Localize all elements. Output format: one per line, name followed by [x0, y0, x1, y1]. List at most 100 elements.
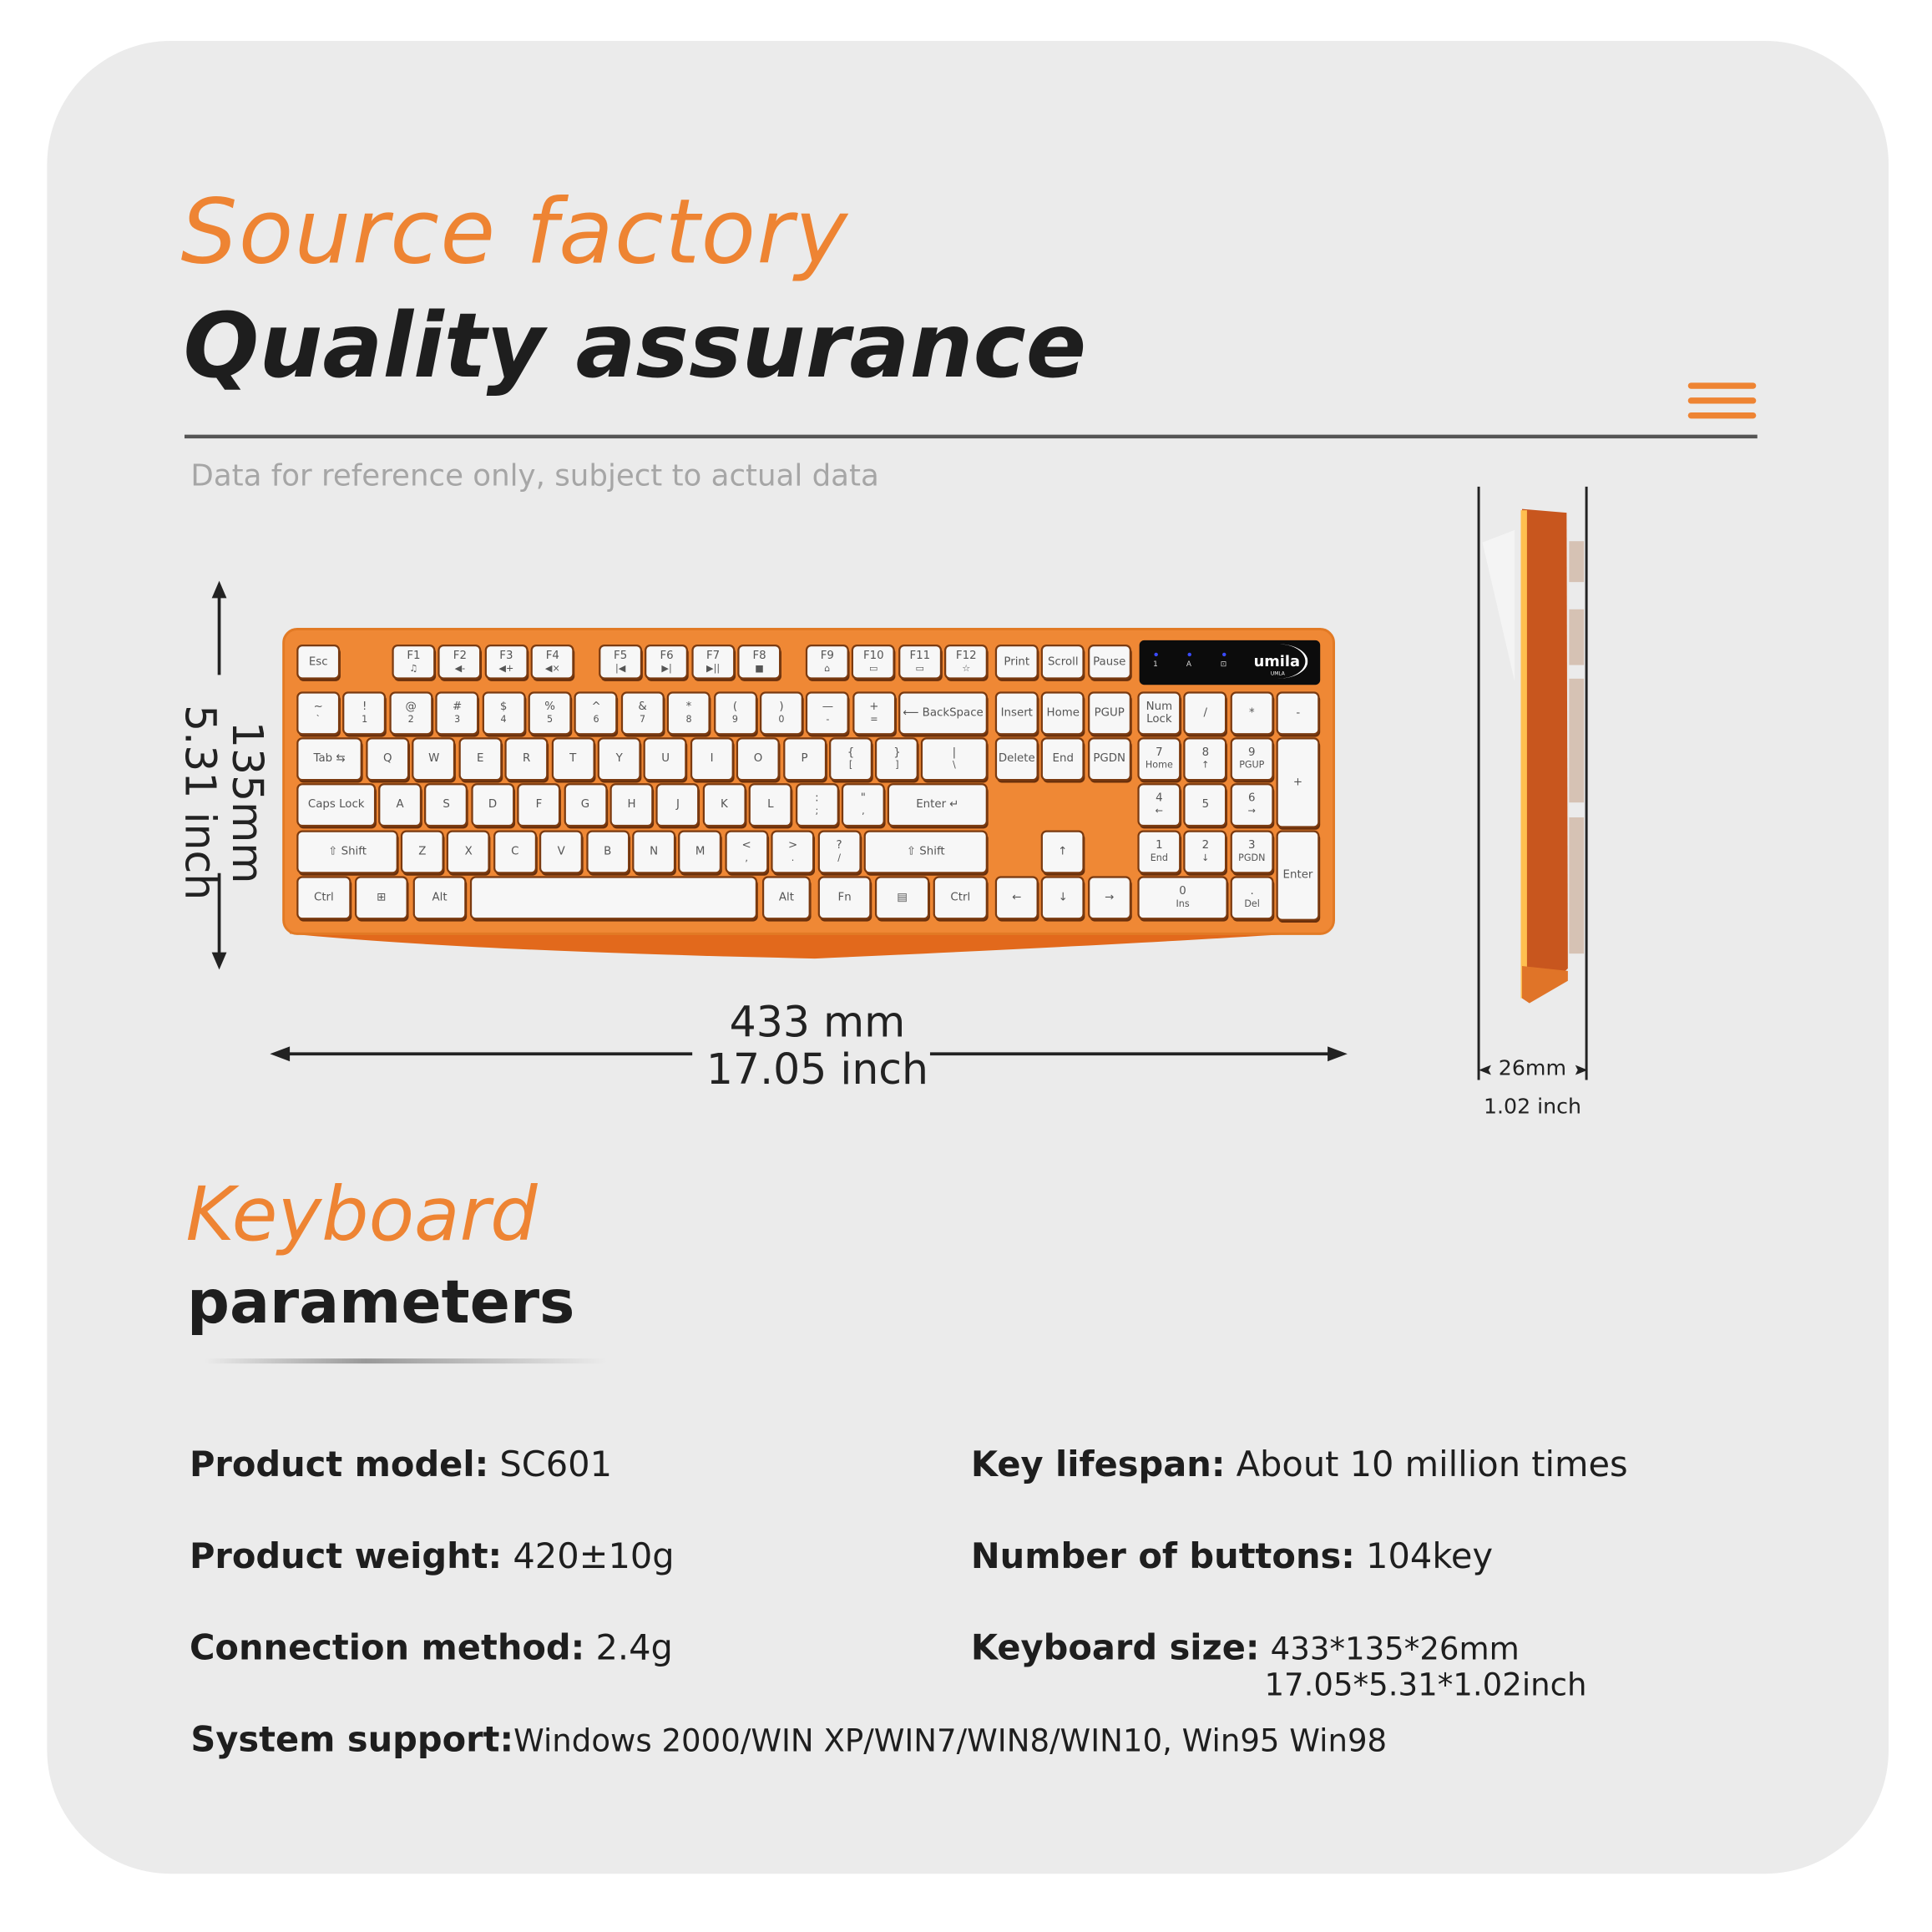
key-r5-6[interactable]: ▤ — [877, 877, 928, 918]
key-f7[interactable]: F7 ▶|| — [693, 646, 733, 678]
key-shift[interactable]: ⇧ Shift — [298, 832, 397, 872]
key-r5-1[interactable]: ⊞ — [357, 877, 407, 918]
key-7[interactable]: 7 Home — [1139, 739, 1180, 779]
key-r1-11[interactable]: — - — [807, 693, 848, 734]
key-q[interactable]: Q — [367, 739, 408, 779]
key-o[interactable]: O — [738, 739, 778, 779]
key-enter[interactable]: Enter — [1277, 832, 1318, 919]
key-fn[interactable]: Fn — [819, 877, 870, 918]
key-insert[interactable]: Insert — [997, 693, 1037, 734]
key-r4-9[interactable]: >. — [772, 832, 813, 872]
key-2[interactable]: 2 ↓ — [1186, 832, 1226, 872]
key-r1-20[interactable]: - — [1278, 693, 1318, 734]
key-r1-5[interactable]: % 5 — [529, 693, 570, 734]
key-g[interactable]: G — [565, 785, 605, 825]
key-enter[interactable]: Enter ↵ — [889, 785, 986, 825]
key-f5[interactable]: F5 |◀ — [600, 646, 640, 678]
key-5[interactable]: 5 — [1186, 785, 1226, 825]
key-d[interactable]: D — [473, 785, 513, 825]
key-r4-10[interactable]: ? / — [819, 832, 859, 872]
key-r3-11[interactable]: ", — [843, 785, 883, 825]
key-c[interactable]: C — [495, 832, 535, 872]
key-pause[interactable]: Pause — [1090, 646, 1130, 678]
key-n[interactable]: N — [634, 832, 674, 872]
key-f2[interactable]: F2 ◀- — [440, 646, 480, 678]
key-z[interactable]: Z — [402, 832, 443, 872]
key-x[interactable]: X — [448, 832, 488, 872]
key-r1-8[interactable]: * 8 — [669, 693, 709, 734]
key-r1-18[interactable]: / — [1186, 693, 1226, 734]
key-f[interactable]: F — [518, 785, 559, 825]
key-tab[interactable]: Tab ⇆ — [298, 739, 361, 779]
key-r1-9[interactable]: (9 — [715, 693, 756, 734]
key-i[interactable]: I — [691, 739, 732, 779]
key-print[interactable]: Print — [997, 646, 1037, 678]
key-ctrl[interactable]: Ctrl — [298, 877, 350, 918]
key-f10[interactable]: F10 ▭ — [853, 646, 894, 678]
key-8[interactable]: 8 ↑ — [1186, 739, 1226, 779]
key-num-lock[interactable]: Num Lock — [1139, 693, 1180, 734]
key-f9[interactable]: F9 ⌂ — [807, 646, 847, 678]
key-r1-4[interactable]: $4 — [483, 693, 523, 734]
key-end[interactable]: End — [1043, 739, 1083, 779]
key-r4-8[interactable]: <, — [726, 832, 766, 872]
key-s[interactable]: S — [426, 785, 467, 825]
key-r3-10[interactable]: :; — [797, 785, 837, 825]
key-home[interactable]: Home — [1043, 693, 1083, 734]
key-r2-13[interactable]: | \ — [923, 739, 986, 779]
key-k[interactable]: K — [704, 785, 745, 825]
key-r2-11[interactable]: {[ — [831, 739, 871, 779]
key-r4-12[interactable]: ↑ — [1042, 832, 1083, 872]
key-r1-0[interactable]: ~ ` — [298, 693, 338, 734]
key-r1-19[interactable]: * — [1232, 693, 1272, 734]
key-pgdn[interactable]: PGDN — [1090, 739, 1130, 779]
key-esc[interactable]: Esc — [298, 646, 338, 678]
key-ctrl[interactable]: Ctrl — [934, 877, 986, 918]
key-9[interactable]: 9 PGUP — [1232, 739, 1272, 779]
key-l[interactable]: L — [751, 785, 791, 825]
key-b[interactable]: B — [587, 832, 628, 872]
key-r1-6[interactable]: ^ 6 — [576, 693, 616, 734]
key-f11[interactable]: F11 ▭ — [900, 646, 940, 678]
key-r2-12[interactable]: }] — [877, 739, 918, 779]
key-space[interactable] — [472, 877, 756, 918]
key-f6[interactable]: F6 ▶| — [646, 646, 687, 678]
key-1[interactable]: 1 End — [1139, 832, 1180, 872]
key-r5-9[interactable]: ↓ — [1043, 877, 1083, 918]
key-r1-1[interactable]: ! 1 — [344, 693, 385, 734]
key-h[interactable]: H — [611, 785, 652, 825]
key-m[interactable]: M — [680, 832, 721, 872]
key-j[interactable]: J — [658, 785, 698, 825]
key-v[interactable]: V — [541, 832, 581, 872]
key-backspace[interactable]: ⟵ BackSpace — [900, 693, 986, 734]
key-f1[interactable]: F1 ♫ — [393, 646, 434, 678]
key-r5-12[interactable]: . Del — [1232, 877, 1272, 918]
key-3[interactable]: 3 PGDN — [1232, 832, 1272, 872]
key-f4[interactable]: F4 ◀× — [533, 646, 573, 678]
key-scroll[interactable]: Scroll — [1043, 646, 1083, 678]
key-r1-7[interactable]: & 7 — [622, 693, 663, 734]
key-r5-10[interactable]: → — [1090, 877, 1130, 918]
key-y[interactable]: Y — [599, 739, 640, 779]
key-caps-lock[interactable]: Caps Lock — [298, 785, 374, 825]
key-alt[interactable]: Alt — [414, 877, 465, 918]
key-u[interactable]: U — [645, 739, 685, 779]
key-shift[interactable]: ⇧ Shift — [865, 832, 986, 872]
key-r2-20[interactable]: + — [1277, 739, 1318, 827]
hamburger-menu-icon[interactable] — [1687, 382, 1757, 424]
key-r1-2[interactable]: @2 — [391, 693, 431, 734]
key-pgup[interactable]: PGUP — [1090, 693, 1130, 734]
key-delete[interactable]: Delete — [997, 739, 1037, 779]
key-w[interactable]: W — [414, 739, 454, 779]
key-a[interactable]: A — [380, 785, 420, 825]
key-p[interactable]: P — [784, 739, 825, 779]
key-e[interactable]: E — [460, 739, 500, 779]
key-f3[interactable]: F3 ◀+ — [486, 646, 527, 678]
key-0[interactable]: 0 Ins — [1139, 877, 1226, 918]
key-r1-12[interactable]: + = — [854, 693, 894, 734]
key-4[interactable]: 4 ← — [1139, 785, 1180, 825]
key-f8[interactable]: F8 ■ — [739, 646, 780, 678]
key-r5-8[interactable]: ← — [997, 877, 1037, 918]
key-f12[interactable]: F12 ☆ — [946, 646, 986, 678]
key-t[interactable]: T — [553, 739, 593, 779]
